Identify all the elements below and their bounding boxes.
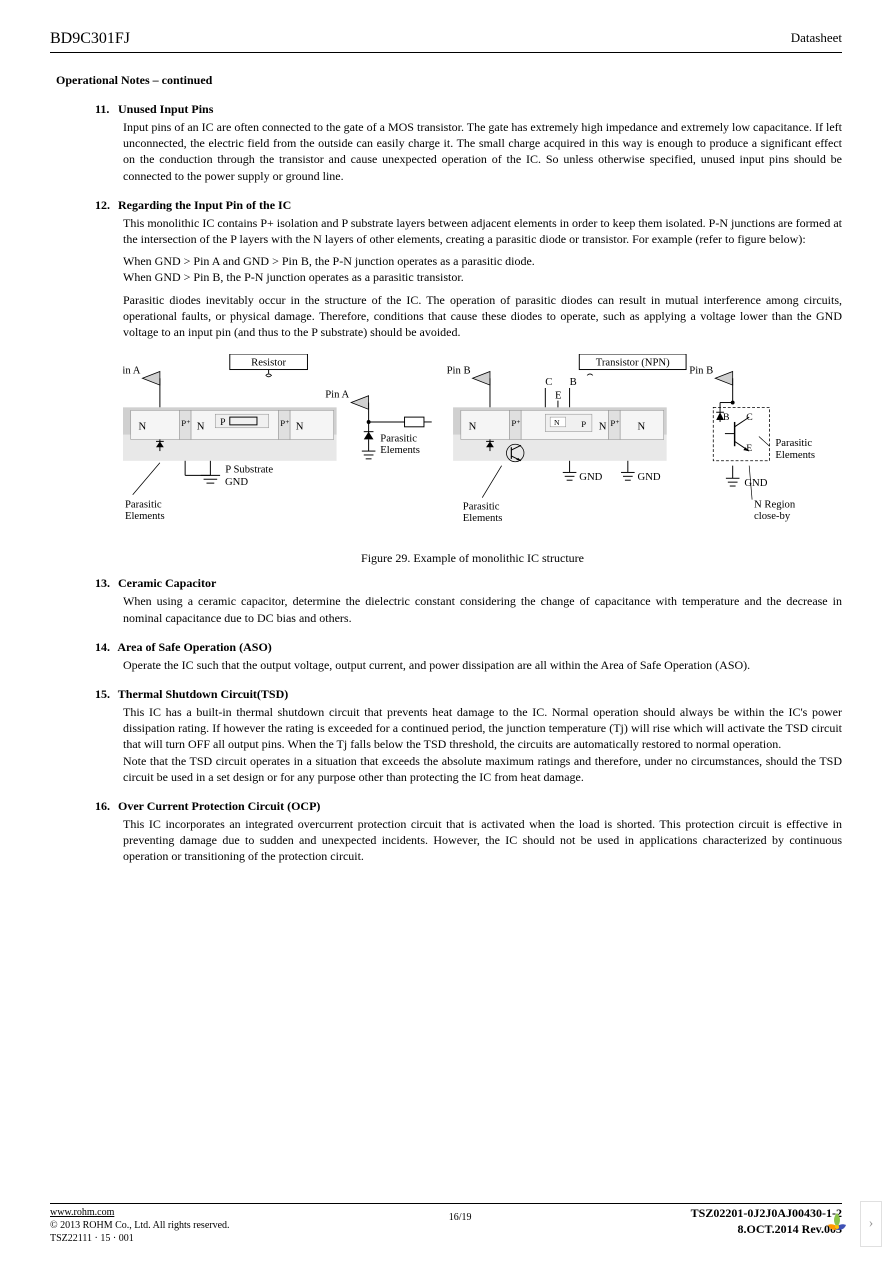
- svg-text:N Region: N Region: [754, 498, 796, 510]
- next-page-button[interactable]: ›: [860, 1201, 882, 1247]
- svg-text:GND: GND: [225, 476, 248, 488]
- note-title-text: Regarding the Input Pin of the IC: [118, 198, 291, 212]
- svg-text:Elements: Elements: [380, 444, 420, 456]
- svg-text:C: C: [545, 376, 552, 388]
- note-13: 13. Ceramic Capacitor When using a ceram…: [95, 576, 842, 625]
- svg-text:Elements: Elements: [125, 510, 165, 522]
- svg-text:close-by: close-by: [754, 510, 791, 522]
- note-number: 11.: [95, 102, 115, 117]
- note-number: 13.: [95, 576, 115, 591]
- svg-text:Pin A: Pin A: [325, 389, 349, 401]
- note-body: Operate the IC such that the output volt…: [123, 657, 842, 673]
- note-15: 15. Thermal Shutdown Circuit(TSD) This I…: [95, 687, 842, 785]
- page-footer: www.rohm.com © 2013 ROHM Co., Ltd. All r…: [50, 1203, 842, 1245]
- figure-caption: Figure 29. Example of monolithic IC stru…: [123, 551, 822, 566]
- note-number: 14.: [95, 640, 115, 655]
- svg-text:B: B: [723, 412, 729, 423]
- note-paragraph: This IC has a built-in thermal shutdown …: [123, 705, 842, 751]
- svg-text:P⁺: P⁺: [511, 418, 521, 428]
- svg-text:N: N: [139, 421, 147, 433]
- svg-text:N: N: [296, 421, 304, 433]
- footer-copyright: © 2013 ROHM Co., Ltd. All rights reserve…: [50, 1219, 230, 1232]
- svg-text:E: E: [555, 390, 562, 402]
- svg-text:P: P: [581, 419, 586, 429]
- page-header: BD9C301FJ Datasheet: [50, 30, 842, 53]
- label-resistor: Resistor: [251, 357, 286, 369]
- footer-left: www.rohm.com © 2013 ROHM Co., Ltd. All r…: [50, 1206, 230, 1245]
- doc-type: Datasheet: [791, 30, 842, 48]
- svg-text:N: N: [599, 421, 607, 433]
- svg-text:E: E: [746, 443, 752, 454]
- svg-text:Parasitic: Parasitic: [380, 432, 417, 444]
- figure-svg: Resistor Pin A N N N P⁺ P⁺: [123, 354, 822, 543]
- label-pin-a: Pin A: [123, 364, 141, 376]
- svg-text:Parasitic: Parasitic: [463, 500, 500, 512]
- footer-date: 8.OCT.2014 Rev.003: [691, 1222, 842, 1238]
- note-paragraph: This monolithic IC contains P+ isolation…: [123, 215, 842, 247]
- svg-text:GND: GND: [744, 477, 767, 489]
- svg-text:Transistor (NPN): Transistor (NPN): [596, 357, 670, 369]
- note-title-text: Ceramic Capacitor: [118, 576, 216, 590]
- svg-text:B: B: [570, 376, 577, 388]
- section-title: Operational Notes – continued: [56, 73, 842, 88]
- chevron-right-icon: ›: [869, 1216, 874, 1232]
- note-title-text: Area of Safe Operation (ASO): [117, 640, 271, 654]
- note-number: 16.: [95, 799, 115, 814]
- svg-text:Parasitic: Parasitic: [775, 437, 812, 449]
- svg-text:P⁺: P⁺: [280, 418, 290, 428]
- note-14: 14. Area of Safe Operation (ASO) Operate…: [95, 640, 842, 673]
- note-paragraph: Note that the TSD circuit operates in a …: [123, 754, 842, 784]
- svg-text:Elements: Elements: [775, 449, 815, 461]
- note-paragraph: Parasitic diodes inevitably occur in the…: [123, 292, 842, 341]
- note-body: This monolithic IC contains P+ isolation…: [123, 215, 842, 340]
- part-number: BD9C301FJ: [50, 30, 130, 48]
- note-16: 16. Over Current Protection Circuit (OCP…: [95, 799, 842, 865]
- note-body: This IC has a built-in thermal shutdown …: [123, 704, 842, 785]
- footer-url: www.rohm.com: [50, 1206, 230, 1219]
- svg-text:Parasitic: Parasitic: [125, 498, 162, 510]
- note-body: This IC incorporates an integrated overc…: [123, 816, 842, 865]
- note-12: 12. Regarding the Input Pin of the IC Th…: [95, 198, 842, 340]
- svg-text:Pin B: Pin B: [447, 364, 471, 376]
- svg-text:N: N: [554, 418, 560, 427]
- svg-text:N: N: [197, 421, 205, 433]
- footer-doc-code: TSZ02201-0J2J0AJ00430-1-2: [691, 1206, 842, 1222]
- note-body: Input pins of an IC are often connected …: [123, 119, 842, 184]
- svg-text:Elements: Elements: [463, 512, 503, 524]
- note-title-text: Over Current Protection Circuit (OCP): [118, 799, 320, 813]
- viewer-logo-icon: [822, 1209, 852, 1239]
- footer-right: TSZ02201-0J2J0AJ00430-1-2 8.OCT.2014 Rev…: [691, 1206, 842, 1237]
- note-title-text: Thermal Shutdown Circuit(TSD): [118, 687, 288, 701]
- note-line: When GND > Pin B, the P-N junction opera…: [123, 270, 464, 284]
- svg-text:P⁺: P⁺: [610, 418, 620, 428]
- svg-text:C: C: [746, 412, 752, 423]
- svg-text:N: N: [638, 421, 646, 433]
- svg-text:P⁺: P⁺: [181, 418, 191, 428]
- svg-text:GND: GND: [579, 471, 602, 483]
- viewer-nav: ›: [822, 1201, 882, 1247]
- figure-29: Resistor Pin A N N N P⁺ P⁺: [123, 354, 822, 566]
- footer-page: 16/19: [449, 1206, 472, 1223]
- svg-text:P: P: [220, 417, 225, 428]
- note-line: When GND > Pin A and GND > Pin B, the P-…: [123, 254, 535, 268]
- note-paragraph: When GND > Pin A and GND > Pin B, the P-…: [123, 253, 842, 285]
- note-number: 12.: [95, 198, 115, 213]
- svg-text:P Substrate: P Substrate: [225, 464, 273, 476]
- footer-code: TSZ22111 · 15 · 001: [50, 1232, 230, 1245]
- note-title-text: Unused Input Pins: [118, 102, 213, 116]
- note-body: When using a ceramic capacitor, determin…: [123, 593, 842, 625]
- svg-text:N: N: [469, 421, 477, 433]
- svg-text:Pin B: Pin B: [689, 364, 713, 376]
- note-11: 11. Unused Input Pins Input pins of an I…: [95, 102, 842, 184]
- svg-text:GND: GND: [638, 471, 661, 483]
- note-number: 15.: [95, 687, 115, 702]
